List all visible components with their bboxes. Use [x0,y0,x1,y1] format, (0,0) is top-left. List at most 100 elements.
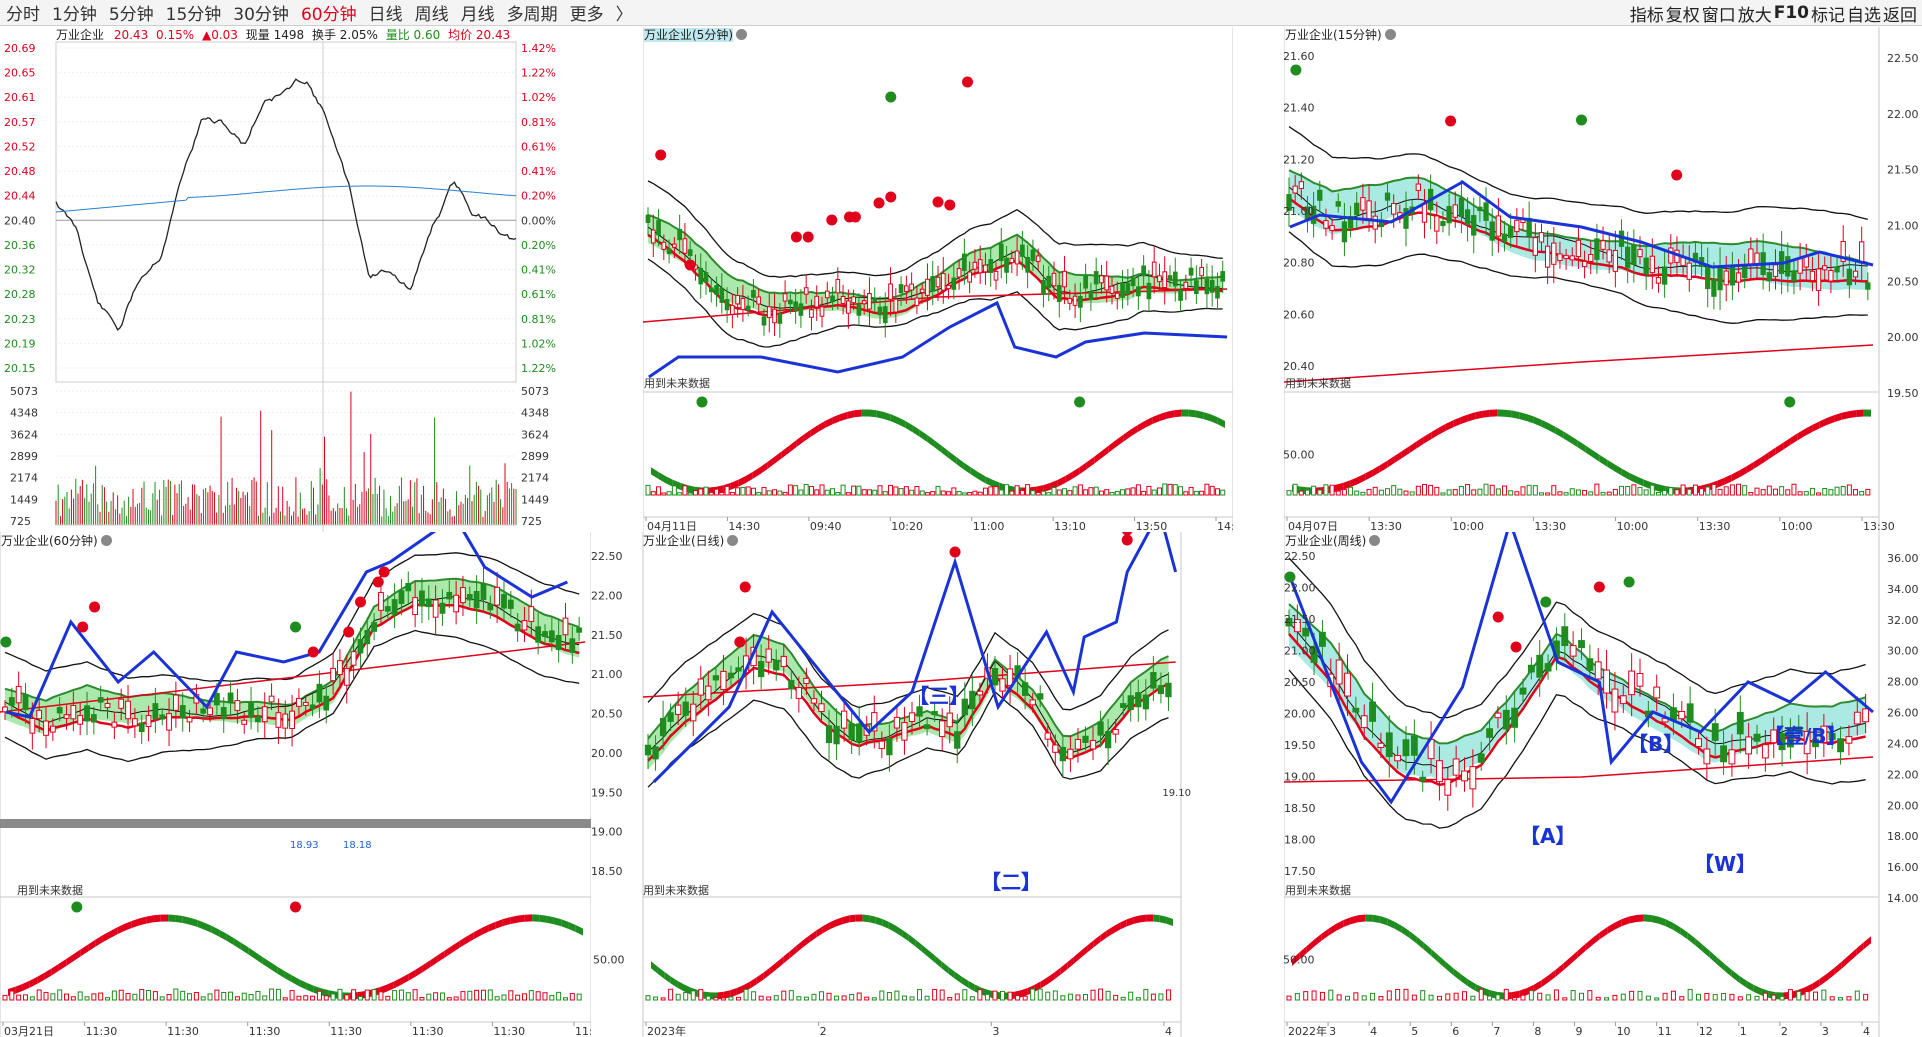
period-tab-1[interactable]: 1分钟 [52,5,97,25]
price-tick: 20.48 [4,165,36,178]
histogram-bar [982,487,988,496]
histogram-bar [668,988,674,1001]
settings-circle-icon[interactable] [736,29,747,40]
candle-body [1088,291,1094,301]
chart-daily: 2023年 2 3 4 22.50 22.00 21.50 21.00 20.50 20.00 19… [591,532,1191,1037]
histogram-bar [1004,484,1010,496]
period-tab-3[interactable]: 15分钟 [165,5,222,25]
intraday-panel[interactable]: 万业企业 20.43 0.15% ▲0.03 现量 1498 换手 2.05% … [0,27,591,532]
settings-circle-icon[interactable] [1384,29,1396,40]
indicator-ribbon [869,409,877,418]
candle-body [967,271,972,283]
indicator-ribbon [1819,973,1827,986]
candle-body [1828,733,1836,741]
candle-body [1795,726,1803,733]
bollinger-lower [1288,669,1866,829]
candle-body [309,704,316,710]
candle-body [84,705,90,722]
indicator-ribbon [1489,409,1498,417]
candle-body [1157,275,1162,283]
histogram-bar [834,995,840,1001]
candle-body [2,706,8,713]
panel-5min[interactable]: 万业企业(5分钟) 04月11日 14:30 09:40 10:20 11:00 13:1… [643,27,1233,532]
toolbar-action-6[interactable]: 自选 [1847,5,1881,26]
indicator-ribbon [1453,417,1461,428]
candle-body [43,720,49,736]
price-tick-right: 26.00 [1887,707,1919,720]
panel-15min[interactable]: 万业企业(15分钟) 04月07日 13:30 10:00 13:30 10:00 13:… [1284,27,1922,532]
indicator-ribbon [869,915,876,924]
settings-circle-icon[interactable] [100,535,112,546]
histogram-bar [877,485,883,496]
signal-marker [290,621,301,633]
candle-body [1354,202,1360,216]
indicator-ribbon [1717,957,1725,971]
panel-weekly[interactable]: 万业企业(周线) 2022年 3 4 5 6 7 8 9 10 11 12 1 2 3 4 22.50 22.0… [1284,532,1922,1037]
period-tab-10[interactable]: 更多 [569,5,604,25]
candle-body [1109,285,1115,294]
histogram-bar [1846,484,1852,496]
histogram-bar [886,992,892,1001]
histogram-bar [1329,484,1335,496]
candle-body [1705,266,1711,290]
panel-weekly-title: 万业企业(周线) [1285,532,1381,549]
candle-body [705,685,712,701]
candle-body [1025,256,1030,273]
toolbar-action-3[interactable]: 放大 [1737,5,1772,26]
volume-tick-right: 5073 [521,385,549,398]
candle-body [1720,745,1727,763]
toolbar-action-4[interactable]: F10 [1773,3,1809,23]
histogram-bar [1787,989,1793,1001]
time-tick: 11:30 [249,1025,281,1037]
period-tab-7[interactable]: 周线 [414,5,449,25]
toolbar-action-1[interactable]: 复权 [1665,5,1700,26]
candle-body [104,703,111,708]
histogram-bar [467,990,473,1001]
toolbar-action-0[interactable]: 指标 [1629,5,1664,26]
period-tab-8[interactable]: 月线 [460,5,495,25]
settings-circle-icon[interactable] [727,535,739,546]
histogram-bar [1335,490,1341,496]
histogram-bar [1512,997,1518,1001]
histogram-bar [864,996,870,1001]
histogram-bar [501,994,507,1001]
period-tab-4[interactable]: 30分钟 [233,5,289,25]
indicator-ribbon [898,417,906,428]
toolbar-action-5[interactable]: 标记 [1811,5,1845,26]
level-label-b: 18.18 [343,840,372,851]
histogram-bar [1104,489,1110,496]
pct-tick: 0.81% [521,313,556,326]
histogram-bar [344,994,350,1001]
price-tick: 22.50 [591,550,623,563]
histogram-bar [1846,996,1852,1001]
price-tick: 19.50 [1284,739,1316,752]
histogram-bar [1428,484,1434,496]
period-tab-2[interactable]: 5分钟 [108,5,154,25]
histogram-bar [1680,484,1686,496]
candle-body [405,582,412,592]
volume-tick: 2174 [10,472,38,485]
candle-body [795,687,802,699]
panel-daily[interactable]: 万业企业(日线) 2023年 2 3 4 22.50 22.00 21.50 21.00 20.… [591,532,1284,1037]
more-arrow-icon[interactable]: 〉 [615,5,633,25]
settings-circle-icon[interactable] [1369,535,1381,546]
toolbar-action-7[interactable]: 返回 [1883,5,1917,26]
period-tab-5[interactable]: 60分钟 [300,5,357,25]
candle-body [780,655,787,667]
period-tab-6[interactable]: 日线 [368,5,403,25]
indicator-ribbon [1651,915,1659,924]
histogram-bar [1045,991,1051,1001]
indicator-ribbon [1093,935,1101,948]
toolbar-action-2[interactable]: 窗口 [1701,5,1736,26]
candle-body [1686,262,1692,280]
period-tab-0[interactable]: 分时 [6,5,40,25]
histogram-bar [690,990,696,1001]
time-tick: 11:30 [493,1025,525,1037]
panel-60min[interactable]: 万业企业(60分钟) 03月21日 11:30 11:30 11:30 11:30 11:… [0,532,591,1037]
histogram-bar [841,995,847,1001]
signal-marker [372,576,384,588]
indicator-ribbon [1445,961,1454,976]
candle-body [1444,779,1452,796]
indicator-ribbon [29,976,38,988]
period-tab-9[interactable]: 多周期 [506,5,558,25]
